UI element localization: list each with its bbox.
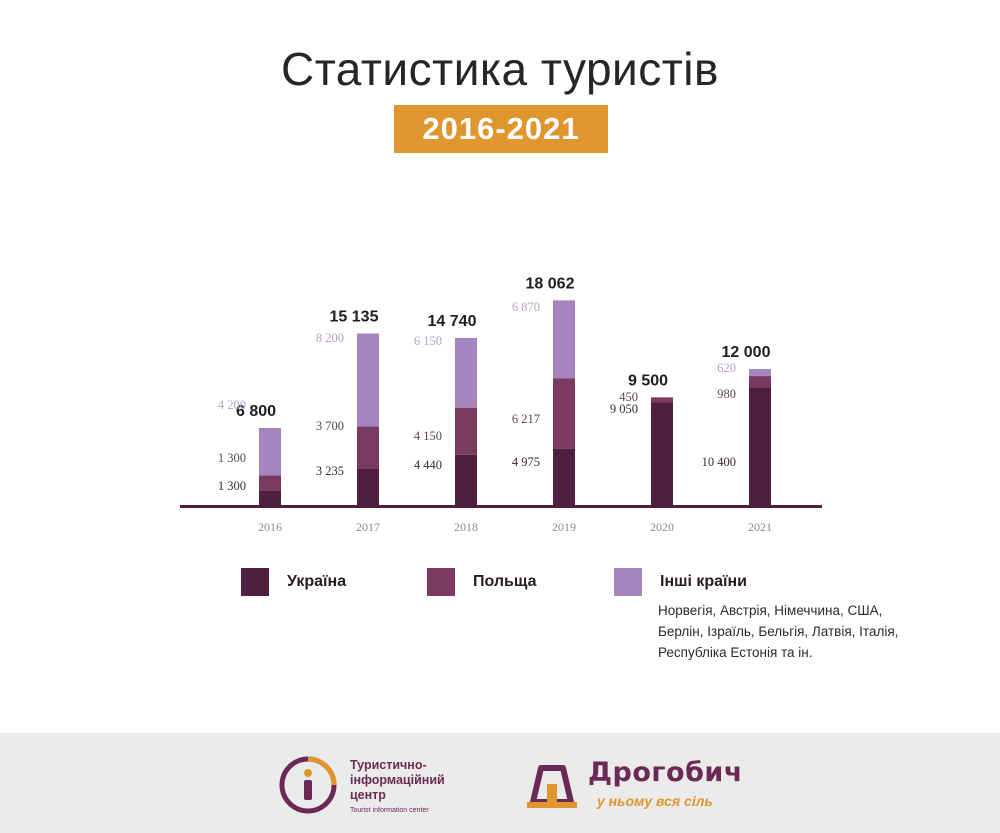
value-label-2017-series-0: 3 235: [316, 464, 344, 478]
bar-2017-series-1: [357, 426, 379, 469]
city-slogan: у ньому вся сіль: [597, 793, 713, 809]
value-label-2017-series-2: 8 200: [316, 331, 344, 345]
chart-title: Статистика туристів: [281, 43, 719, 95]
legend-label-other: Інші країни: [660, 573, 748, 590]
bar-2019-series-2: [553, 300, 575, 379]
chart-subtitle: 2016-2021: [394, 105, 608, 153]
legend-swatch-other: [614, 568, 642, 596]
total-label-2020: 9 500: [628, 372, 668, 389]
x-tick-label-2021: 2021: [748, 520, 772, 534]
value-label-2017-series-1: 3 700: [316, 419, 344, 433]
value-label-2018-series-0: 4 440: [414, 458, 442, 472]
bar-2021-series-0: [749, 387, 771, 505]
bar-2018-series-1: [455, 407, 477, 455]
total-label-2021: 12 000: [722, 344, 771, 361]
total-label-2017: 15 135: [330, 309, 379, 326]
bar-2019-series-1: [553, 378, 575, 449]
x-tick-label-2020: 2020: [650, 520, 674, 534]
bar-2018-series-2: [455, 337, 477, 408]
bar-2016-series-2: [259, 427, 281, 476]
info-center-name-line2: інформаційний: [350, 773, 445, 787]
bar-2021-series-2: [749, 369, 771, 377]
legend-note: Норвегія, Австрія, Німеччина, США, Берлі…: [658, 603, 899, 660]
bar-2018-series-0: [455, 454, 477, 505]
value-label-2019-series-2: 6 870: [512, 300, 540, 314]
value-label-2021-series-1: 980: [717, 387, 736, 401]
value-label-2021-series-2: 620: [717, 361, 736, 375]
info-center-name-en: Tourist information center: [350, 807, 429, 814]
total-label-2018: 14 740: [428, 313, 477, 330]
x-tick-label-2019: 2019: [552, 520, 576, 534]
info-center-name: Туристично- інформаційний центр Tourist …: [350, 758, 445, 818]
value-label-2020-series-0: 9 050: [610, 402, 638, 416]
legend-swatch-ukraine: [241, 568, 269, 596]
bar-2017-series-0: [357, 468, 379, 505]
info-center-logo-icon: [279, 756, 337, 814]
value-label-2019-series-0: 4 975: [512, 455, 540, 469]
value-label-2016-series-0: 1 300: [218, 479, 246, 493]
legend-item-poland: Польща: [427, 568, 536, 596]
city-logo-icon: [527, 765, 577, 808]
info-center-name-line1: Туристично-: [350, 758, 427, 772]
value-label-2020-series-1: 450: [619, 390, 638, 404]
bar-2016-series-1: [259, 475, 281, 491]
value-label-2019-series-1: 6 217: [512, 412, 540, 426]
x-tick-label-2016: 2016: [258, 520, 282, 534]
bar-2020-series-0: [651, 402, 673, 505]
bar-2016-series-0: [259, 490, 281, 505]
total-label-2016: 6 800: [236, 403, 276, 420]
value-label-2016-series-2: 4 200: [218, 398, 246, 412]
value-label-2018-series-1: 4 150: [414, 429, 442, 443]
bar-2019-series-0: [553, 448, 575, 505]
stacked-bar-chart: 2016 6 800 2017 15 135 2018 14 740 2019 18 062 2…: [180, 275, 822, 534]
legend-label-poland: Польща: [473, 573, 537, 590]
legend-item-ukraine: Україна: [241, 568, 346, 596]
bar-2017-series-2: [357, 333, 379, 427]
footer: [0, 733, 1000, 833]
bar-2021-series-1: [749, 376, 771, 388]
legend-item-other: Інші країни: [614, 568, 747, 596]
legend-label-ukraine: Україна: [287, 573, 347, 590]
x-tick-label-2017: 2017: [356, 520, 380, 534]
x-tick-label-2018: 2018: [454, 520, 478, 534]
value-label-2016-series-1: 1 300: [218, 451, 246, 465]
legend-swatch-poland: [427, 568, 455, 596]
total-label-2019: 18 062: [526, 275, 575, 292]
bar-2020-series-1: [651, 397, 673, 403]
value-label-2018-series-2: 6 150: [414, 334, 442, 348]
city-name: Дрогобич: [588, 757, 743, 788]
info-center-name-line3: центр: [350, 788, 386, 802]
value-label-2021-series-0: 10 400: [702, 455, 736, 469]
